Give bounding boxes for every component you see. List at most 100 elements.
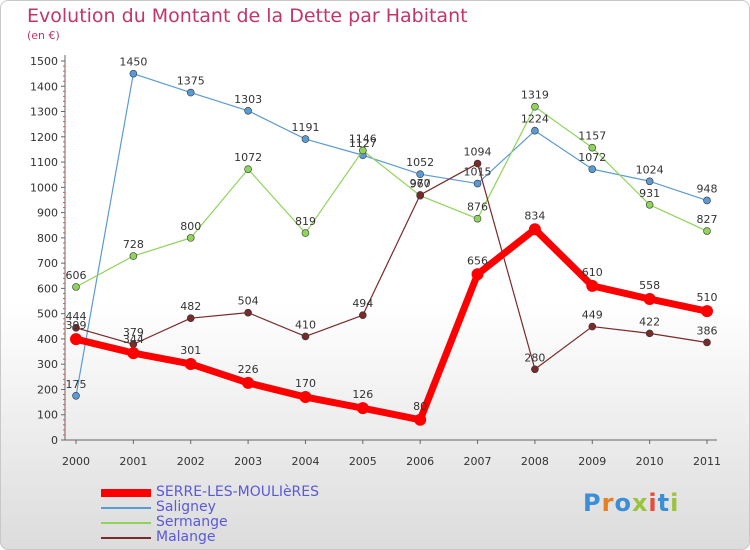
data-label-malange: 504 (238, 295, 259, 308)
data-point-sermange (129, 252, 138, 260)
logo-letter: i (670, 489, 680, 517)
x-tick-label: 2003 (234, 455, 262, 468)
data-label-sermange: 967 (410, 178, 431, 191)
data-point-sermange (244, 165, 252, 173)
data-point-sermange (531, 102, 539, 111)
data-label-sermange: 876 (467, 201, 488, 214)
data-point-saligney (186, 88, 195, 97)
data-label-malange: 280 (524, 351, 545, 364)
chart-subtitle: (en €) (27, 29, 60, 42)
x-tick-label: 2002 (177, 455, 205, 468)
data-label-serre-les-mouli-res: 656 (467, 254, 488, 267)
y-tick-label: 1400 (30, 80, 58, 93)
data-label-sermange: 800 (180, 220, 201, 233)
data-label-serre-les-mouli-res: 226 (238, 363, 259, 376)
data-label-malange: 444 (66, 310, 87, 323)
data-point-serre-les-mouli-res (356, 402, 369, 415)
data-point-saligney (301, 135, 310, 143)
x-tick-label: 2005 (349, 455, 377, 468)
data-label-sermange: 1072 (234, 151, 262, 164)
y-tick-label: 1100 (30, 156, 58, 169)
data-label-malange: 410 (295, 318, 316, 331)
data-point-serre-les-mouli-res (242, 376, 255, 389)
legend-swatch (101, 489, 151, 497)
data-label-serre-les-mouli-res: 301 (180, 344, 201, 357)
logo-letter: i (648, 489, 658, 517)
y-tick-label: 400 (37, 333, 58, 346)
logo-letter: P (583, 489, 602, 517)
y-tick-label: 0 (51, 434, 58, 447)
data-point-serre-les-mouli-res (528, 223, 541, 236)
logo-letter: t (657, 489, 671, 517)
x-tick-label: 2004 (291, 455, 319, 468)
data-point-serre-les-mouli-res (643, 293, 656, 306)
y-tick-label: 900 (37, 207, 58, 220)
data-label-saligney: 1450 (119, 56, 147, 69)
data-label-malange: 494 (352, 297, 373, 310)
data-point-sermange (186, 234, 195, 242)
data-label-sermange: 728 (123, 238, 144, 251)
data-point-sermange (473, 214, 482, 223)
data-label-saligney: 1052 (406, 156, 434, 169)
data-label-serre-les-mouli-res: 610 (582, 266, 603, 279)
data-point-malange (645, 329, 654, 338)
legend-label: Sermange (156, 514, 228, 530)
data-label-sermange: 819 (295, 215, 316, 228)
data-label-serre-les-mouli-res: 80 (413, 400, 427, 413)
data-point-sermange (359, 146, 367, 155)
data-label-saligney: 1127 (349, 137, 377, 150)
data-point-saligney (703, 196, 711, 205)
proxiti-logo: Proxiti (583, 489, 679, 517)
data-point-serre-les-mouli-res (414, 413, 427, 426)
data-label-malange: 449 (582, 309, 603, 322)
data-point-serre-les-mouli-res (471, 268, 484, 281)
data-point-serre-les-mouli-res (586, 279, 599, 292)
data-label-sermange: 827 (697, 213, 718, 226)
series-line-serre-les-mouli-res (75, 225, 708, 424)
data-point-malange (72, 324, 80, 332)
x-tick-label: 2011 (693, 455, 721, 468)
data-label-saligney: 1072 (578, 151, 606, 164)
legend-swatch (101, 507, 151, 509)
data-label-serre-les-mouli-res: 344 (123, 333, 144, 346)
x-tick-label: 2007 (464, 455, 492, 468)
data-label-serre-les-mouli-res: 126 (352, 388, 373, 401)
data-point-saligney (645, 177, 654, 186)
logo-letter: r (601, 489, 615, 517)
y-tick-label: 800 (37, 232, 58, 245)
chart-title: Evolution du Montant de la Dette par Hab… (27, 5, 468, 27)
legend-swatch (101, 522, 151, 524)
x-tick-label: 2000 (62, 455, 90, 468)
data-label-malange: 379 (123, 326, 144, 339)
y-tick-label: 1000 (30, 181, 58, 194)
data-point-sermange (301, 229, 310, 237)
x-tick-label: 2001 (119, 455, 147, 468)
data-point-serre-les-mouli-res (299, 391, 312, 404)
data-label-sermange: 1146 (349, 132, 377, 145)
logo-letter: o (614, 489, 632, 517)
data-point-sermange (645, 200, 654, 209)
data-label-serre-les-mouli-res: 834 (524, 209, 545, 222)
y-tick-label: 1300 (30, 106, 58, 119)
data-label-sermange: 931 (639, 187, 660, 200)
data-label-sermange: 1157 (578, 130, 606, 143)
data-label-saligney: 1015 (464, 166, 492, 179)
y-tick-label: 700 (37, 257, 58, 270)
data-point-malange (186, 314, 195, 323)
data-point-sermange (588, 143, 597, 152)
data-point-malange (531, 365, 539, 374)
data-label-saligney: 175 (66, 378, 87, 391)
data-label-saligney: 948 (697, 182, 718, 195)
logo-letter: x (631, 489, 649, 517)
data-point-serre-les-mouli-res (70, 333, 82, 346)
y-tick-label: 600 (37, 282, 58, 295)
y-tick-label: 1500 (30, 55, 58, 68)
legend-label: Saligney (156, 499, 216, 515)
data-label-saligney: 1303 (234, 93, 262, 106)
data-point-saligney (244, 106, 252, 115)
y-tick-label: 200 (37, 383, 58, 396)
y-tick-label: 300 (37, 358, 58, 371)
data-point-saligney (416, 170, 424, 178)
x-tick-label: 2006 (406, 455, 434, 468)
